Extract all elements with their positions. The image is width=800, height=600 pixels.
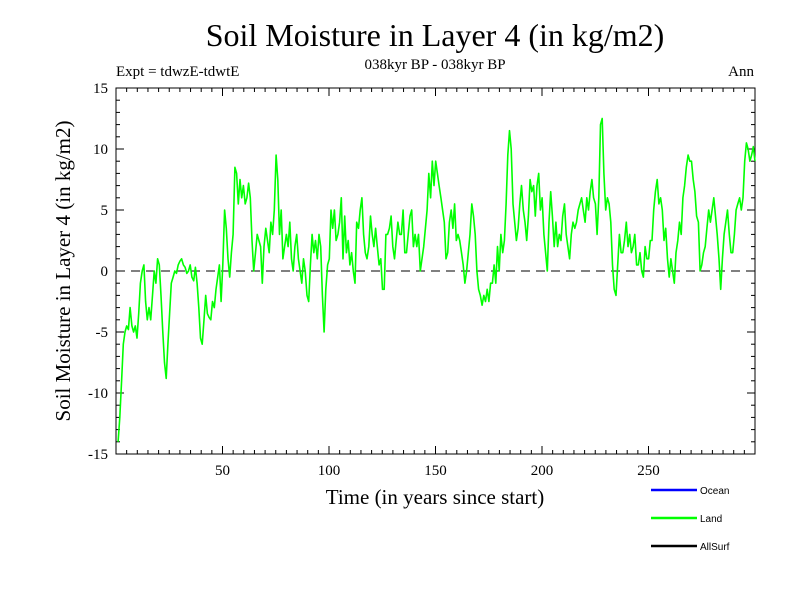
y-tick-label: -5	[96, 325, 109, 341]
y-tick-label: 15	[93, 81, 108, 97]
expt-label: Expt = tdwzE-tdwtE	[116, 64, 239, 80]
series-line-land	[117, 117, 756, 442]
y-axis-label: Soil Moisture in Layer 4 (in kg/m2)	[51, 121, 75, 422]
legend: Ocean Land AllSurf	[651, 486, 730, 553]
legend-allsurf-label: AllSurf	[700, 542, 730, 553]
x-axis: 50 100 150 200 250	[126, 88, 745, 479]
x-tick-label: 250	[637, 463, 660, 479]
y-tick-label: -10	[88, 386, 108, 402]
x-tick-label: 50	[215, 463, 230, 479]
y-tick-label: 10	[93, 142, 108, 158]
y-axis: -15 -10 -5 0 5 10 15	[88, 81, 755, 463]
period-label: Ann	[728, 64, 754, 80]
x-tick-label: 100	[318, 463, 341, 479]
chart-subtitle: 038kyr BP - 038kyr BP	[364, 57, 505, 73]
x-tick-label: 150	[424, 463, 447, 479]
series-group	[117, 117, 756, 442]
y-tick-label: -15	[88, 447, 108, 463]
chart-title: Soil Moisture in Layer 4 (in kg/m2)	[206, 17, 665, 53]
x-tick-label: 200	[531, 463, 554, 479]
legend-land-label: Land	[700, 514, 722, 525]
y-tick-label: 0	[101, 264, 109, 280]
y-tick-label: 5	[101, 203, 109, 219]
legend-ocean-label: Ocean	[700, 486, 729, 497]
x-axis-label: Time (in years since start)	[326, 485, 545, 509]
